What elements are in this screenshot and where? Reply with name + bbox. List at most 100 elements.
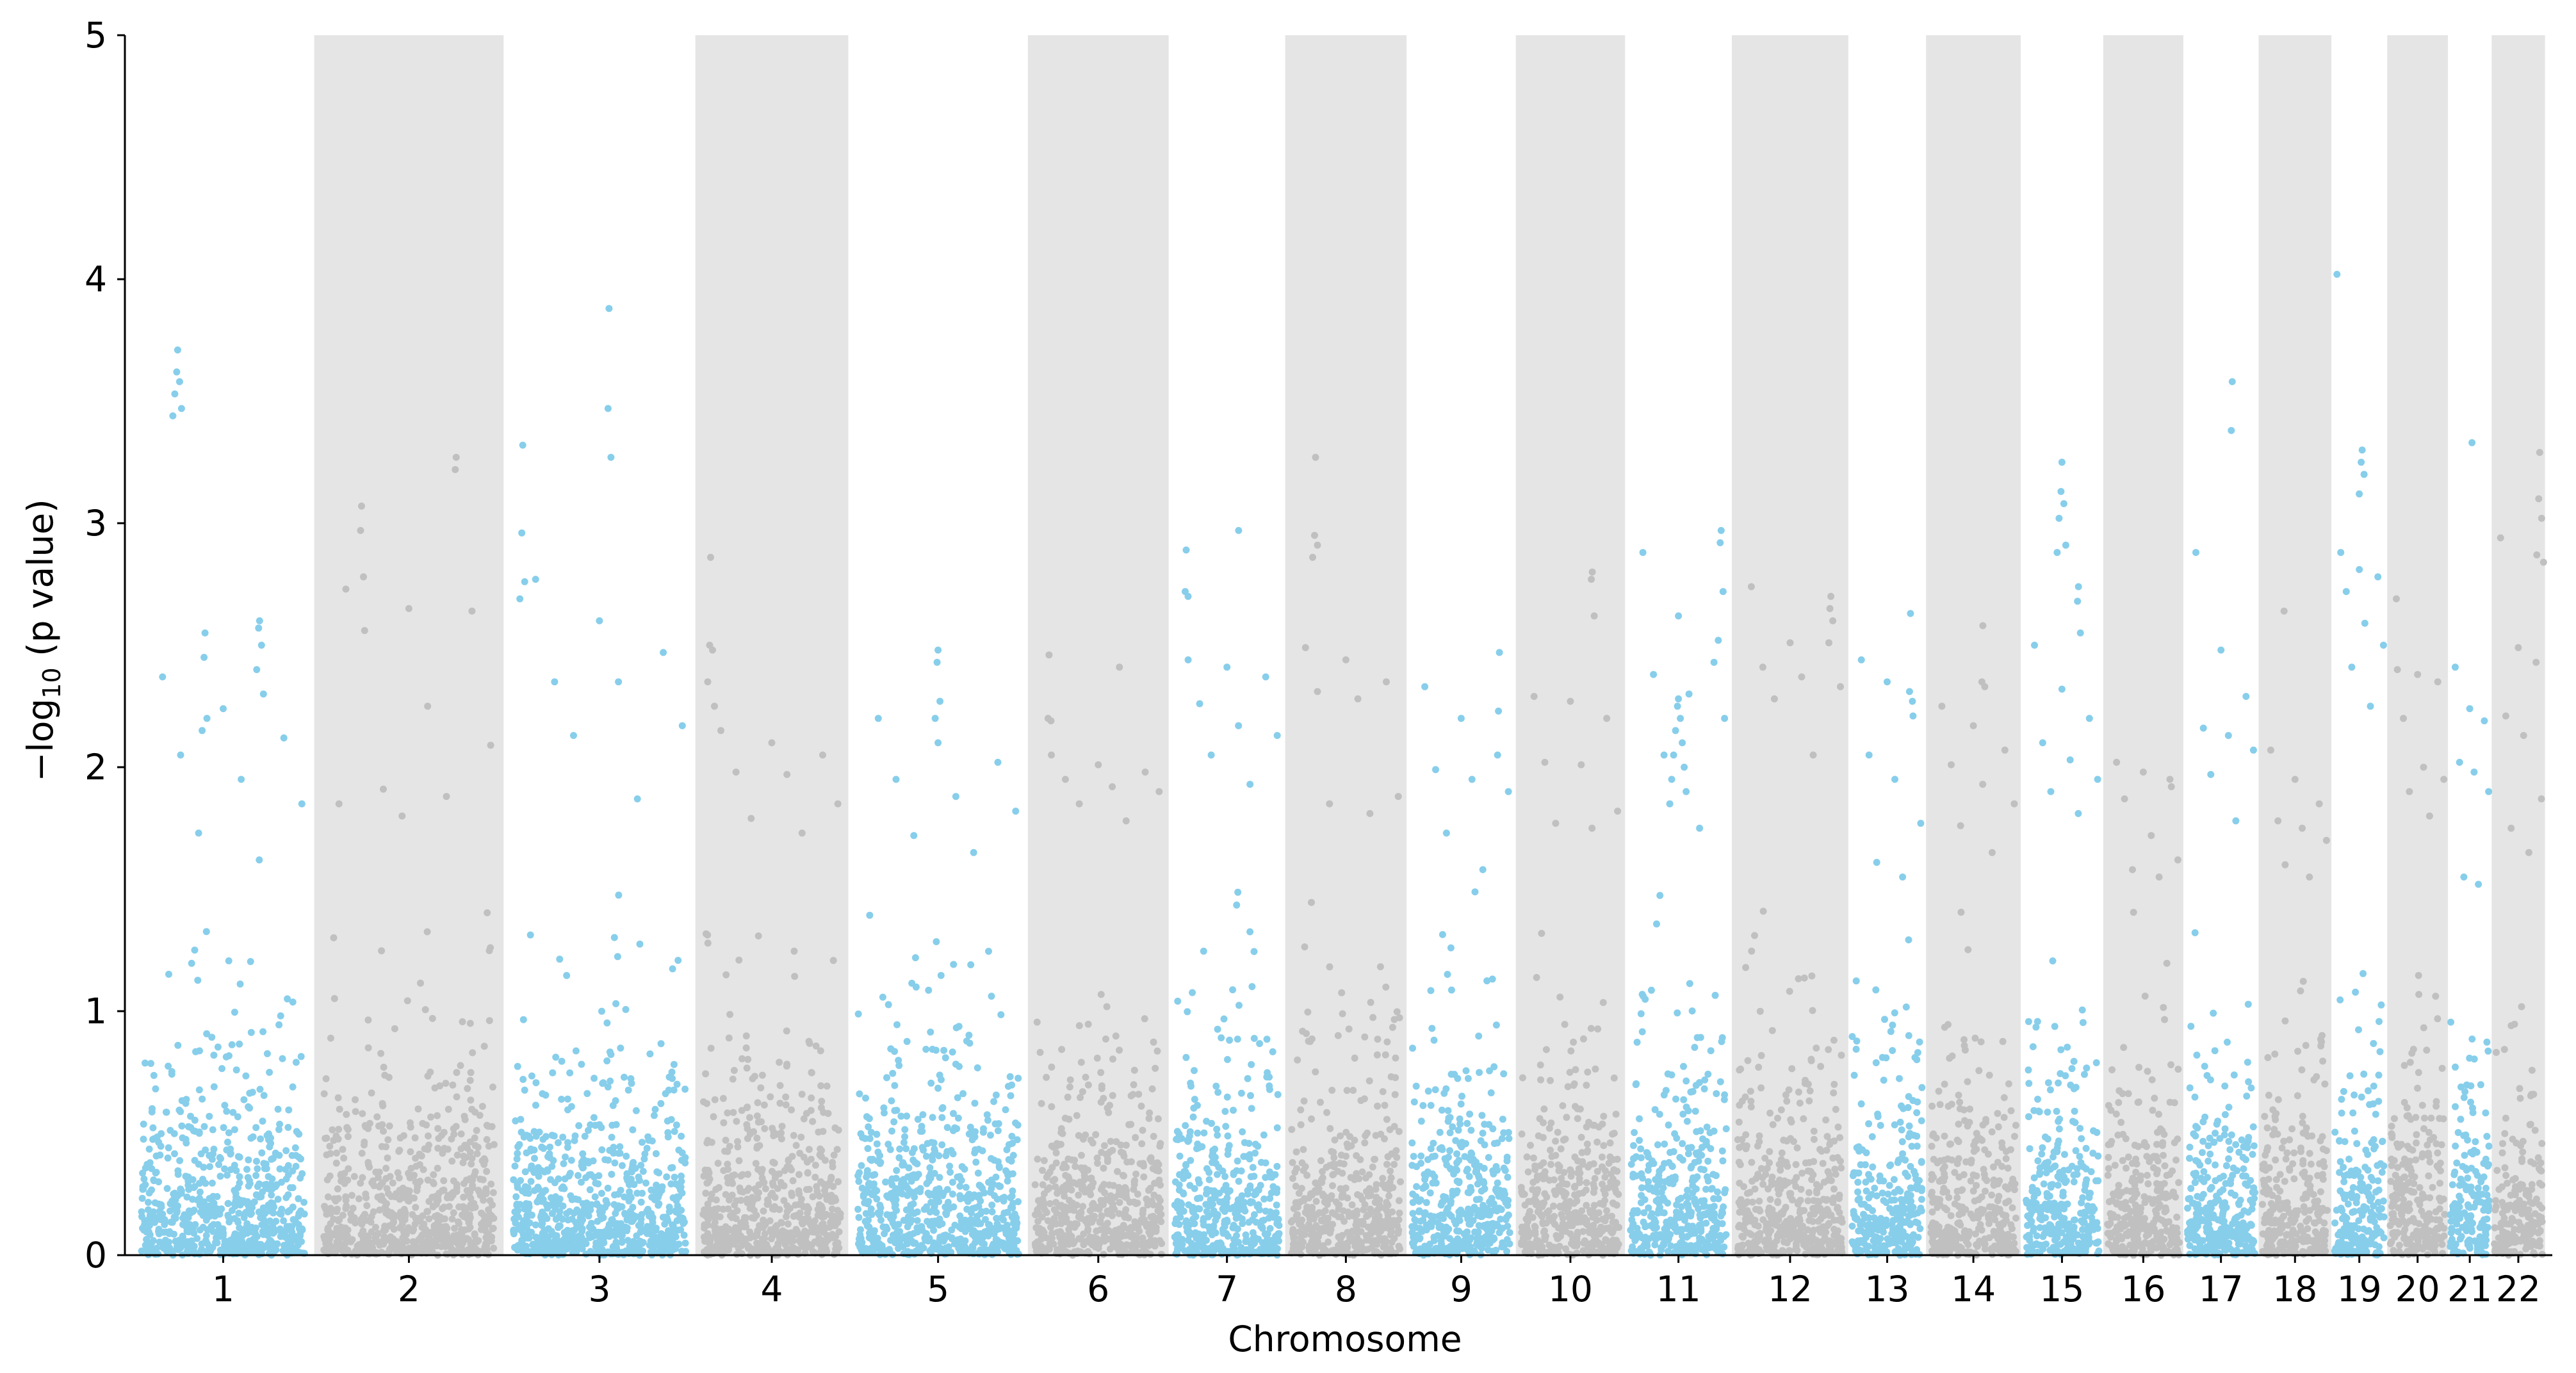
- point: [1260, 1195, 1268, 1203]
- point: [519, 1076, 527, 1083]
- point: [965, 1032, 973, 1039]
- point: [880, 1104, 888, 1112]
- point: [221, 1165, 229, 1173]
- point: [348, 1236, 356, 1244]
- point: [913, 1217, 921, 1224]
- point: [203, 1030, 211, 1037]
- point: [800, 1115, 808, 1123]
- point: [1382, 983, 1390, 991]
- point: [585, 1230, 592, 1238]
- point: [624, 1086, 632, 1094]
- point: [637, 1198, 645, 1206]
- point: [284, 995, 291, 1003]
- point: [1361, 1139, 1369, 1147]
- point: [702, 1070, 710, 1078]
- point: [1189, 1205, 1196, 1212]
- point: [660, 1233, 667, 1240]
- point: [1225, 1142, 1233, 1150]
- point: [1174, 1231, 1182, 1239]
- point: [1378, 1217, 1386, 1225]
- point: [414, 1105, 422, 1113]
- point: [939, 1104, 947, 1112]
- point: [945, 1233, 952, 1240]
- point: [665, 1073, 673, 1081]
- point: [894, 1235, 902, 1242]
- point: [747, 815, 755, 822]
- point: [926, 1164, 934, 1171]
- point: [981, 1228, 989, 1236]
- point: [352, 1096, 359, 1103]
- point: [862, 1210, 870, 1217]
- point: [862, 1094, 869, 1102]
- point: [150, 1208, 158, 1215]
- point: [782, 1093, 790, 1101]
- point: [1193, 1244, 1200, 1252]
- point: [779, 1227, 787, 1235]
- point: [364, 1044, 372, 1052]
- point: [803, 1203, 811, 1210]
- point: [648, 1210, 655, 1217]
- point: [282, 1166, 289, 1173]
- point: [598, 1124, 605, 1132]
- point: [790, 1132, 797, 1139]
- point: [1381, 1239, 1389, 1246]
- point: [228, 1246, 236, 1253]
- point: [911, 954, 919, 961]
- point: [1148, 1221, 1155, 1228]
- point: [864, 1145, 872, 1152]
- point: [1101, 1196, 1109, 1204]
- point: [1176, 1171, 1184, 1178]
- point: [284, 1124, 292, 1131]
- point: [260, 1092, 268, 1100]
- point: [1034, 1155, 1041, 1163]
- point: [1249, 1216, 1257, 1224]
- point: [835, 1228, 843, 1235]
- point: [469, 1049, 477, 1057]
- point: [938, 1141, 946, 1149]
- point: [542, 1091, 550, 1099]
- point: [599, 1079, 607, 1087]
- point: [213, 1239, 221, 1247]
- point: [285, 1106, 293, 1114]
- point: [760, 1207, 767, 1215]
- point: [194, 977, 202, 984]
- point: [359, 1174, 366, 1182]
- point: [1222, 1123, 1230, 1130]
- peak-point: [1116, 663, 1123, 671]
- point: [895, 1245, 902, 1252]
- point: [1116, 1241, 1123, 1249]
- point: [539, 1208, 546, 1216]
- point: [596, 1211, 604, 1219]
- point: [569, 1234, 576, 1242]
- point: [963, 1218, 970, 1226]
- point: [1130, 1185, 1137, 1193]
- point: [461, 1116, 469, 1123]
- point: [1138, 1140, 1146, 1148]
- point: [705, 1169, 713, 1176]
- point: [336, 1105, 343, 1113]
- point: [909, 1200, 917, 1208]
- point: [223, 1240, 231, 1247]
- point: [938, 1220, 946, 1228]
- point: [791, 973, 799, 980]
- point: [988, 1208, 996, 1215]
- point: [409, 1227, 416, 1235]
- point: [300, 1199, 308, 1206]
- point: [1221, 1108, 1229, 1115]
- point: [391, 1025, 398, 1032]
- point: [1311, 1240, 1319, 1247]
- point: [1235, 1178, 1243, 1185]
- point: [539, 1230, 546, 1237]
- point: [214, 1043, 222, 1051]
- point: [1100, 1164, 1107, 1172]
- point: [746, 1114, 753, 1121]
- point: [221, 1101, 229, 1109]
- point: [1191, 1096, 1198, 1103]
- point: [259, 1231, 267, 1239]
- point: [424, 1208, 432, 1215]
- point: [904, 1173, 912, 1181]
- point: [282, 1147, 290, 1155]
- point: [621, 1223, 629, 1231]
- point: [388, 1242, 395, 1250]
- point: [1057, 1244, 1065, 1252]
